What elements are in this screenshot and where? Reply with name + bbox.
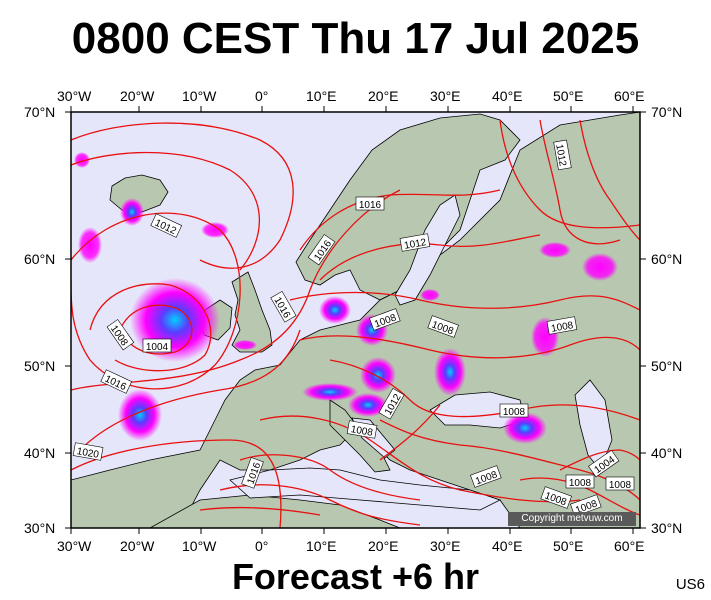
- frame-ticks: [65, 106, 646, 534]
- isobars: [71, 119, 640, 528]
- top-lon-label: 30°E: [430, 88, 461, 104]
- top-lon-label: 40°E: [492, 88, 523, 104]
- left-lat-label: 60°N: [24, 251, 56, 267]
- top-lon-label: 20°W: [120, 88, 155, 104]
- left-lat-label: 70°N: [24, 104, 56, 120]
- right-lat-label: 50°N: [651, 358, 683, 374]
- precipitation-areas: [74, 152, 618, 444]
- isobar-label: 1012: [553, 139, 572, 171]
- isobar-label: 1008: [346, 420, 378, 439]
- bottom-lon-label: 30°E: [430, 538, 461, 554]
- forecast-label: Forecast +6 hr: [231, 556, 480, 597]
- bottom-lon-label: 10°W: [182, 538, 217, 554]
- bottom-lon-label: 30°W: [57, 538, 92, 554]
- isobar-label: 1008: [565, 474, 595, 489]
- svg-text:1012: 1012: [403, 237, 427, 252]
- right-lat-label: 40°N: [651, 445, 683, 461]
- bottom-lon-label: 50°E: [553, 538, 584, 554]
- left-lat-label: 40°N: [24, 445, 56, 461]
- svg-text:1008: 1008: [503, 407, 526, 418]
- svg-text:1008: 1008: [609, 480, 632, 491]
- copyright-notice: Copyright metvuw.com: [508, 512, 636, 526]
- top-lon-label: 50°E: [553, 88, 584, 104]
- right-lat-label: 70°N: [651, 104, 683, 120]
- isobar-label: 1008: [499, 403, 529, 418]
- top-lon-label: 10°W: [182, 88, 217, 104]
- isobar-label: 1008: [546, 316, 578, 335]
- bottom-lon-label: 20°E: [368, 538, 399, 554]
- top-lon-label: 0°: [255, 88, 269, 104]
- isobar-labels: 1012 1016 1016 1012 1016 1008 1008 1004 …: [72, 139, 635, 517]
- svg-text:1008: 1008: [550, 320, 574, 335]
- svg-text:1004: 1004: [146, 342, 169, 353]
- svg-text:1012: 1012: [553, 143, 568, 167]
- land-great-britain: [231, 271, 273, 353]
- isobar-label: 1004: [142, 338, 172, 353]
- bottom-lon-label: 0°: [255, 538, 269, 554]
- map-title: 0800 CEST Thu 17 Jul 2025: [71, 14, 640, 63]
- bottom-lon-label: 60°E: [614, 538, 645, 554]
- svg-text:1016: 1016: [359, 200, 382, 211]
- bottom-lon-label: 20°W: [120, 538, 155, 554]
- isobar-label: 1012: [399, 233, 431, 252]
- right-lat-label: 30°N: [651, 520, 683, 536]
- svg-text:1008: 1008: [350, 424, 374, 439]
- map-frame: [70, 111, 641, 529]
- left-lat-label: 50°N: [24, 358, 56, 374]
- bottom-lon-label: 10°E: [306, 538, 337, 554]
- svg-text:1008: 1008: [569, 478, 592, 489]
- left-lat-label: 30°N: [24, 520, 56, 536]
- top-lon-label: 60°E: [614, 88, 645, 104]
- svg-text:1020: 1020: [76, 446, 100, 461]
- isobar-label: 1008: [605, 476, 635, 491]
- land-scandinavia: [295, 113, 521, 301]
- top-lon-label: 30°W: [57, 88, 92, 104]
- top-lon-label: 10°E: [306, 88, 337, 104]
- isobar-label: 1016: [355, 196, 385, 211]
- model-code: US6: [675, 576, 705, 593]
- land-north-africa: [149, 494, 401, 528]
- isobar-label: 1020: [72, 442, 104, 461]
- right-lat-label: 60°N: [651, 251, 683, 267]
- bottom-lon-label: 40°E: [492, 538, 523, 554]
- top-lon-label: 20°E: [368, 88, 399, 104]
